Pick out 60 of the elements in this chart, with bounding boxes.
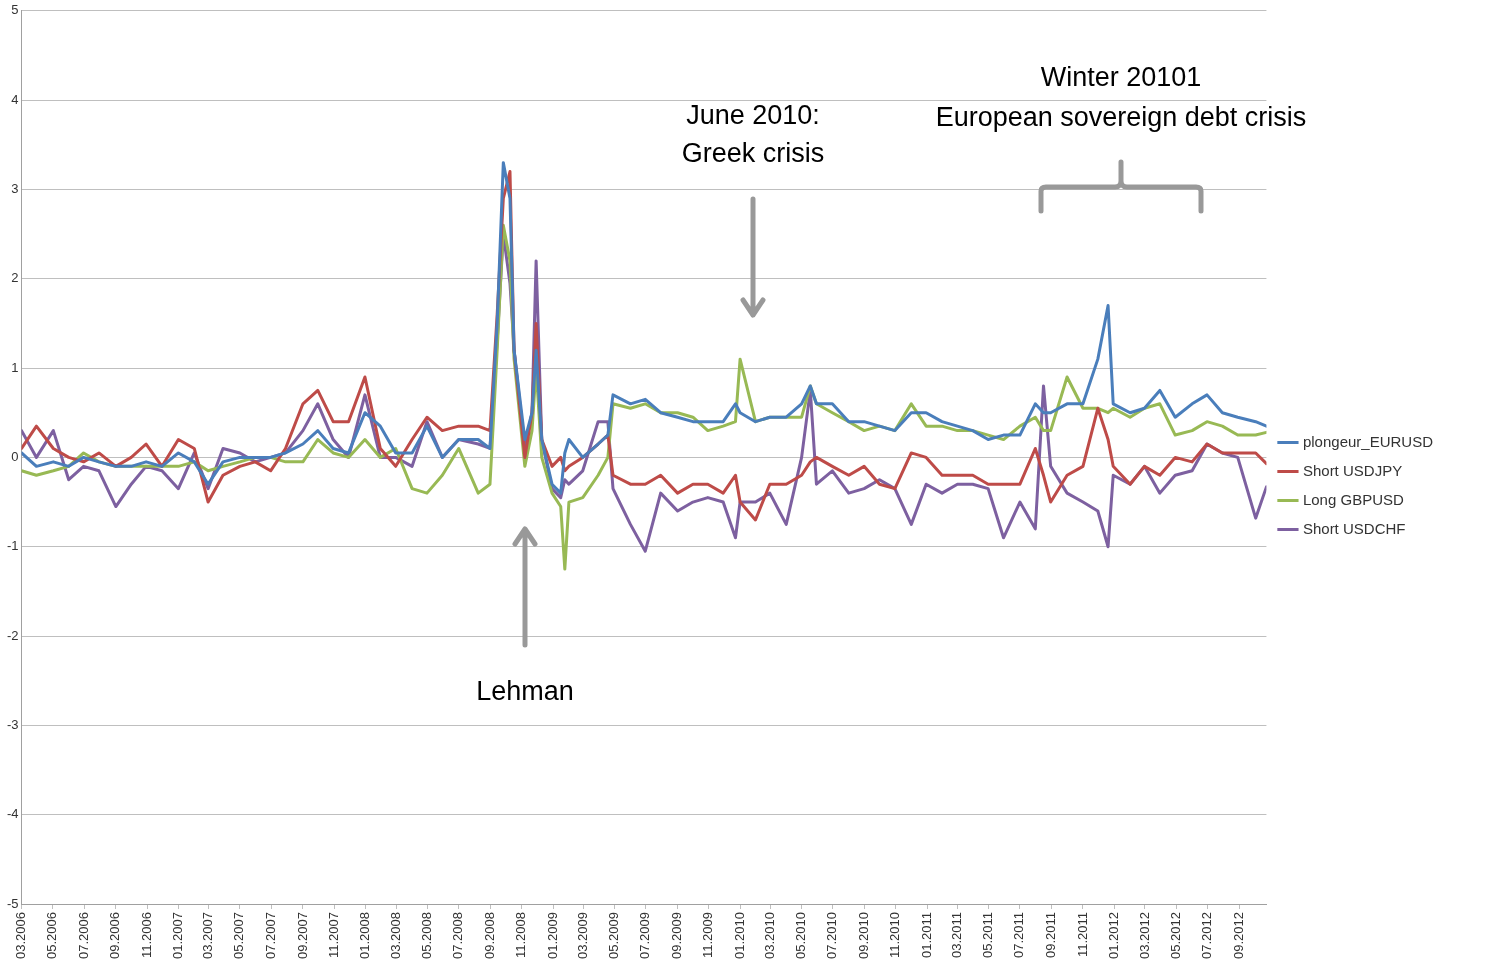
y-tick-label: -5 <box>7 895 19 911</box>
y-tick-label: -2 <box>7 627 19 643</box>
annotation: Winter 20101 <box>1040 62 1202 93</box>
legend-label: Short USDCHF <box>1302 519 1406 537</box>
annotation: Lehman <box>476 676 574 707</box>
x-tick-label: 07.2009 <box>637 912 653 960</box>
x-tick-label: 09.2009 <box>669 912 685 960</box>
x-tick-label: 07.2008 <box>450 912 466 960</box>
y-tick-label: 1 <box>11 359 19 375</box>
x-tick-label: 01.2009 <box>544 912 560 960</box>
x-tick-label: 05.2010 <box>793 912 809 960</box>
x-tick-label: 05.2011 <box>980 912 996 959</box>
annotation: June 2010: <box>686 100 820 131</box>
x-tick-label: 11.2011 <box>1074 912 1090 958</box>
x-tick-label: 01.2011 <box>918 912 934 959</box>
x-tick-label: 11.2006 <box>138 912 154 959</box>
y-tick-label: 2 <box>11 270 19 286</box>
x-tick-label: 05.2009 <box>606 912 622 960</box>
x-tick-label: 03.2012 <box>1136 912 1152 960</box>
x-tick-label: 01.2012 <box>1105 912 1121 960</box>
x-tick-label: 11.2010 <box>887 912 903 959</box>
y-tick-label: -4 <box>7 806 19 822</box>
annotation: European sovereign debt crisis <box>935 102 1307 133</box>
x-tick-label: 09.2011 <box>1043 912 1059 959</box>
x-tick-label: 03.2011 <box>948 912 964 959</box>
y-tick-label: 3 <box>11 181 19 197</box>
x-tick-label: 01.2007 <box>169 912 185 960</box>
x-tick-label: 01.2010 <box>731 912 747 960</box>
x-tick-label: 09.2006 <box>107 912 123 960</box>
y-tick-label: 5 <box>11 2 19 18</box>
x-tick-label: 05.2006 <box>44 912 60 960</box>
y-tick-label: 4 <box>11 91 19 107</box>
annotation: Greek crisis <box>681 138 825 169</box>
x-tick-label: 05.2012 <box>1167 912 1183 960</box>
x-tick-label: 03.2006 <box>13 912 29 960</box>
x-tick-label: 11.2007 <box>325 912 341 959</box>
y-tick-label: -3 <box>7 716 19 732</box>
x-tick-label: 11.2009 <box>700 912 716 959</box>
x-tick-label: 03.2009 <box>574 912 590 960</box>
x-tick-label: 03.2008 <box>387 912 403 960</box>
x-tick-label: 07.2012 <box>1199 912 1215 960</box>
x-tick-label: 07.2006 <box>75 912 91 960</box>
y-tick-label: 0 <box>11 448 19 464</box>
x-tick-label: 09.2012 <box>1230 912 1246 960</box>
x-tick-label: 09.2008 <box>482 912 498 960</box>
x-tick-label: 03.2007 <box>200 912 216 960</box>
x-tick-label: 07.2010 <box>824 912 840 960</box>
x-tick-label: 09.2010 <box>856 912 872 960</box>
legend-label: Short USDJPY <box>1302 461 1403 479</box>
legend-label: Long GBPUSD <box>1302 490 1404 508</box>
x-tick-label: 09.2007 <box>294 912 310 960</box>
x-tick-label: 05.2007 <box>231 912 247 960</box>
legend-label: plongeur_EURUSD <box>1302 432 1434 450</box>
x-tick-label: 01.2008 <box>357 912 373 960</box>
x-tick-label: 03.2010 <box>761 912 777 960</box>
x-tick-label: 11.2008 <box>513 912 529 959</box>
y-tick-label: -1 <box>7 538 19 554</box>
x-tick-label: 07.2011 <box>1011 912 1027 959</box>
x-tick-label: 05.2008 <box>419 912 435 960</box>
x-tick-label: 07.2007 <box>262 912 278 960</box>
